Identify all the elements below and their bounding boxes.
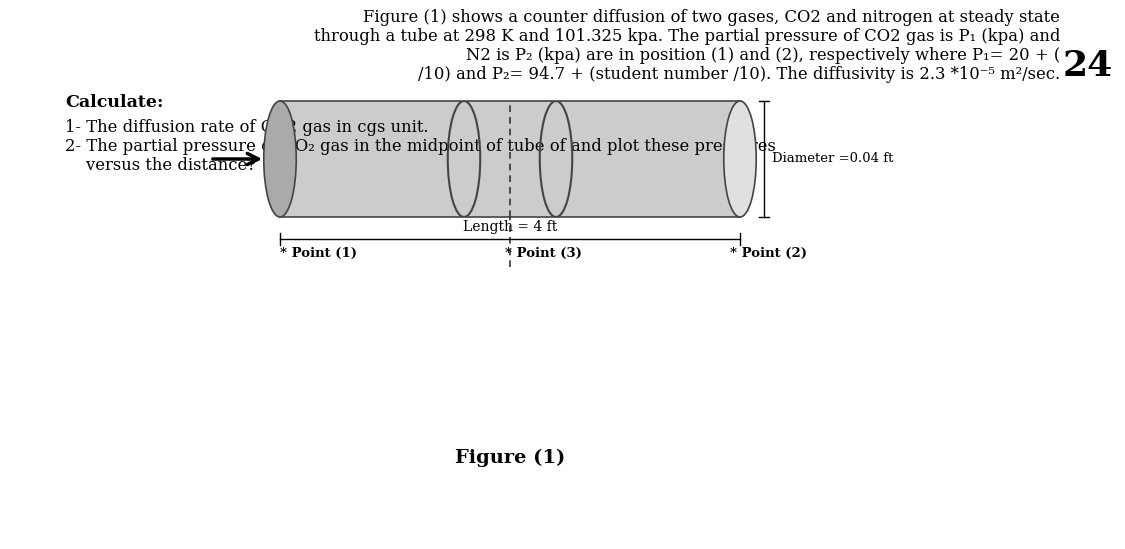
- Text: Calculate:: Calculate:: [65, 94, 163, 111]
- Text: * Point (1): * Point (1): [280, 247, 357, 260]
- Text: N2 is P₂ (kpa) are in position (1) and (2), respectively where P₁= 20 + (: N2 is P₂ (kpa) are in position (1) and (…: [466, 47, 1060, 64]
- Text: 24: 24: [1063, 49, 1114, 83]
- Text: versus the distance?: versus the distance?: [65, 157, 256, 174]
- Ellipse shape: [723, 101, 756, 217]
- Text: Diameter =0.04 ft: Diameter =0.04 ft: [772, 153, 893, 165]
- Text: Figure (1): Figure (1): [455, 449, 565, 467]
- Text: 1- The diffusion rate of CO2 gas in cgs unit.: 1- The diffusion rate of CO2 gas in cgs …: [65, 119, 429, 136]
- Bar: [280, 101, 740, 217]
- Text: Figure (1) shows a counter diffusion of two gases, CO2 and nitrogen at steady st: Figure (1) shows a counter diffusion of …: [363, 9, 1060, 26]
- Text: Length = 4 ft: Length = 4 ft: [462, 220, 557, 234]
- Ellipse shape: [263, 101, 296, 217]
- Text: * Point (2): * Point (2): [730, 247, 807, 260]
- Text: /10) and P₂= 94.7 + (student number /10). The diffusivity is 2.3 *10⁻⁵ m²/sec.: /10) and P₂= 94.7 + (student number /10)…: [417, 66, 1060, 83]
- Text: through a tube at 298 K and 101.325 kpa. The partial pressure of CO2 gas is P₁ (: through a tube at 298 K and 101.325 kpa.…: [314, 28, 1060, 45]
- Text: 2- The partial pressure of CO₂ gas in the midpoint of tube of and plot these pre: 2- The partial pressure of CO₂ gas in th…: [65, 138, 776, 155]
- Text: * Point (3): * Point (3): [505, 247, 582, 260]
